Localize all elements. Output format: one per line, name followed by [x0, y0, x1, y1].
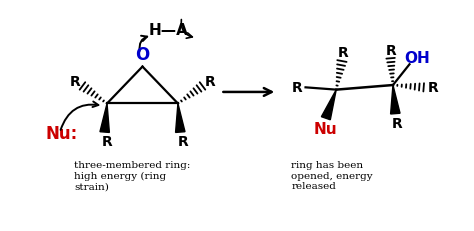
Text: R: R	[386, 44, 396, 58]
Text: R: R	[292, 81, 302, 94]
Text: R: R	[70, 75, 80, 89]
Text: H—A: H—A	[148, 23, 188, 38]
Text: Nu:: Nu:	[46, 125, 78, 143]
Text: Nu: Nu	[314, 122, 337, 137]
Polygon shape	[100, 104, 109, 133]
Text: R: R	[101, 135, 112, 149]
Text: R: R	[177, 135, 188, 149]
Text: R: R	[427, 81, 438, 95]
Text: R: R	[392, 116, 402, 130]
Polygon shape	[321, 90, 336, 120]
Text: O: O	[136, 46, 150, 64]
Text: R: R	[337, 46, 348, 60]
Text: three-membered ring:
high energy (ring
strain): three-membered ring: high energy (ring s…	[74, 161, 191, 190]
Text: R: R	[205, 75, 216, 89]
Polygon shape	[175, 104, 185, 133]
Text: OH: OH	[405, 51, 430, 66]
Text: ring has been
opened, energy
released: ring has been opened, energy released	[292, 161, 373, 190]
Polygon shape	[391, 86, 400, 115]
